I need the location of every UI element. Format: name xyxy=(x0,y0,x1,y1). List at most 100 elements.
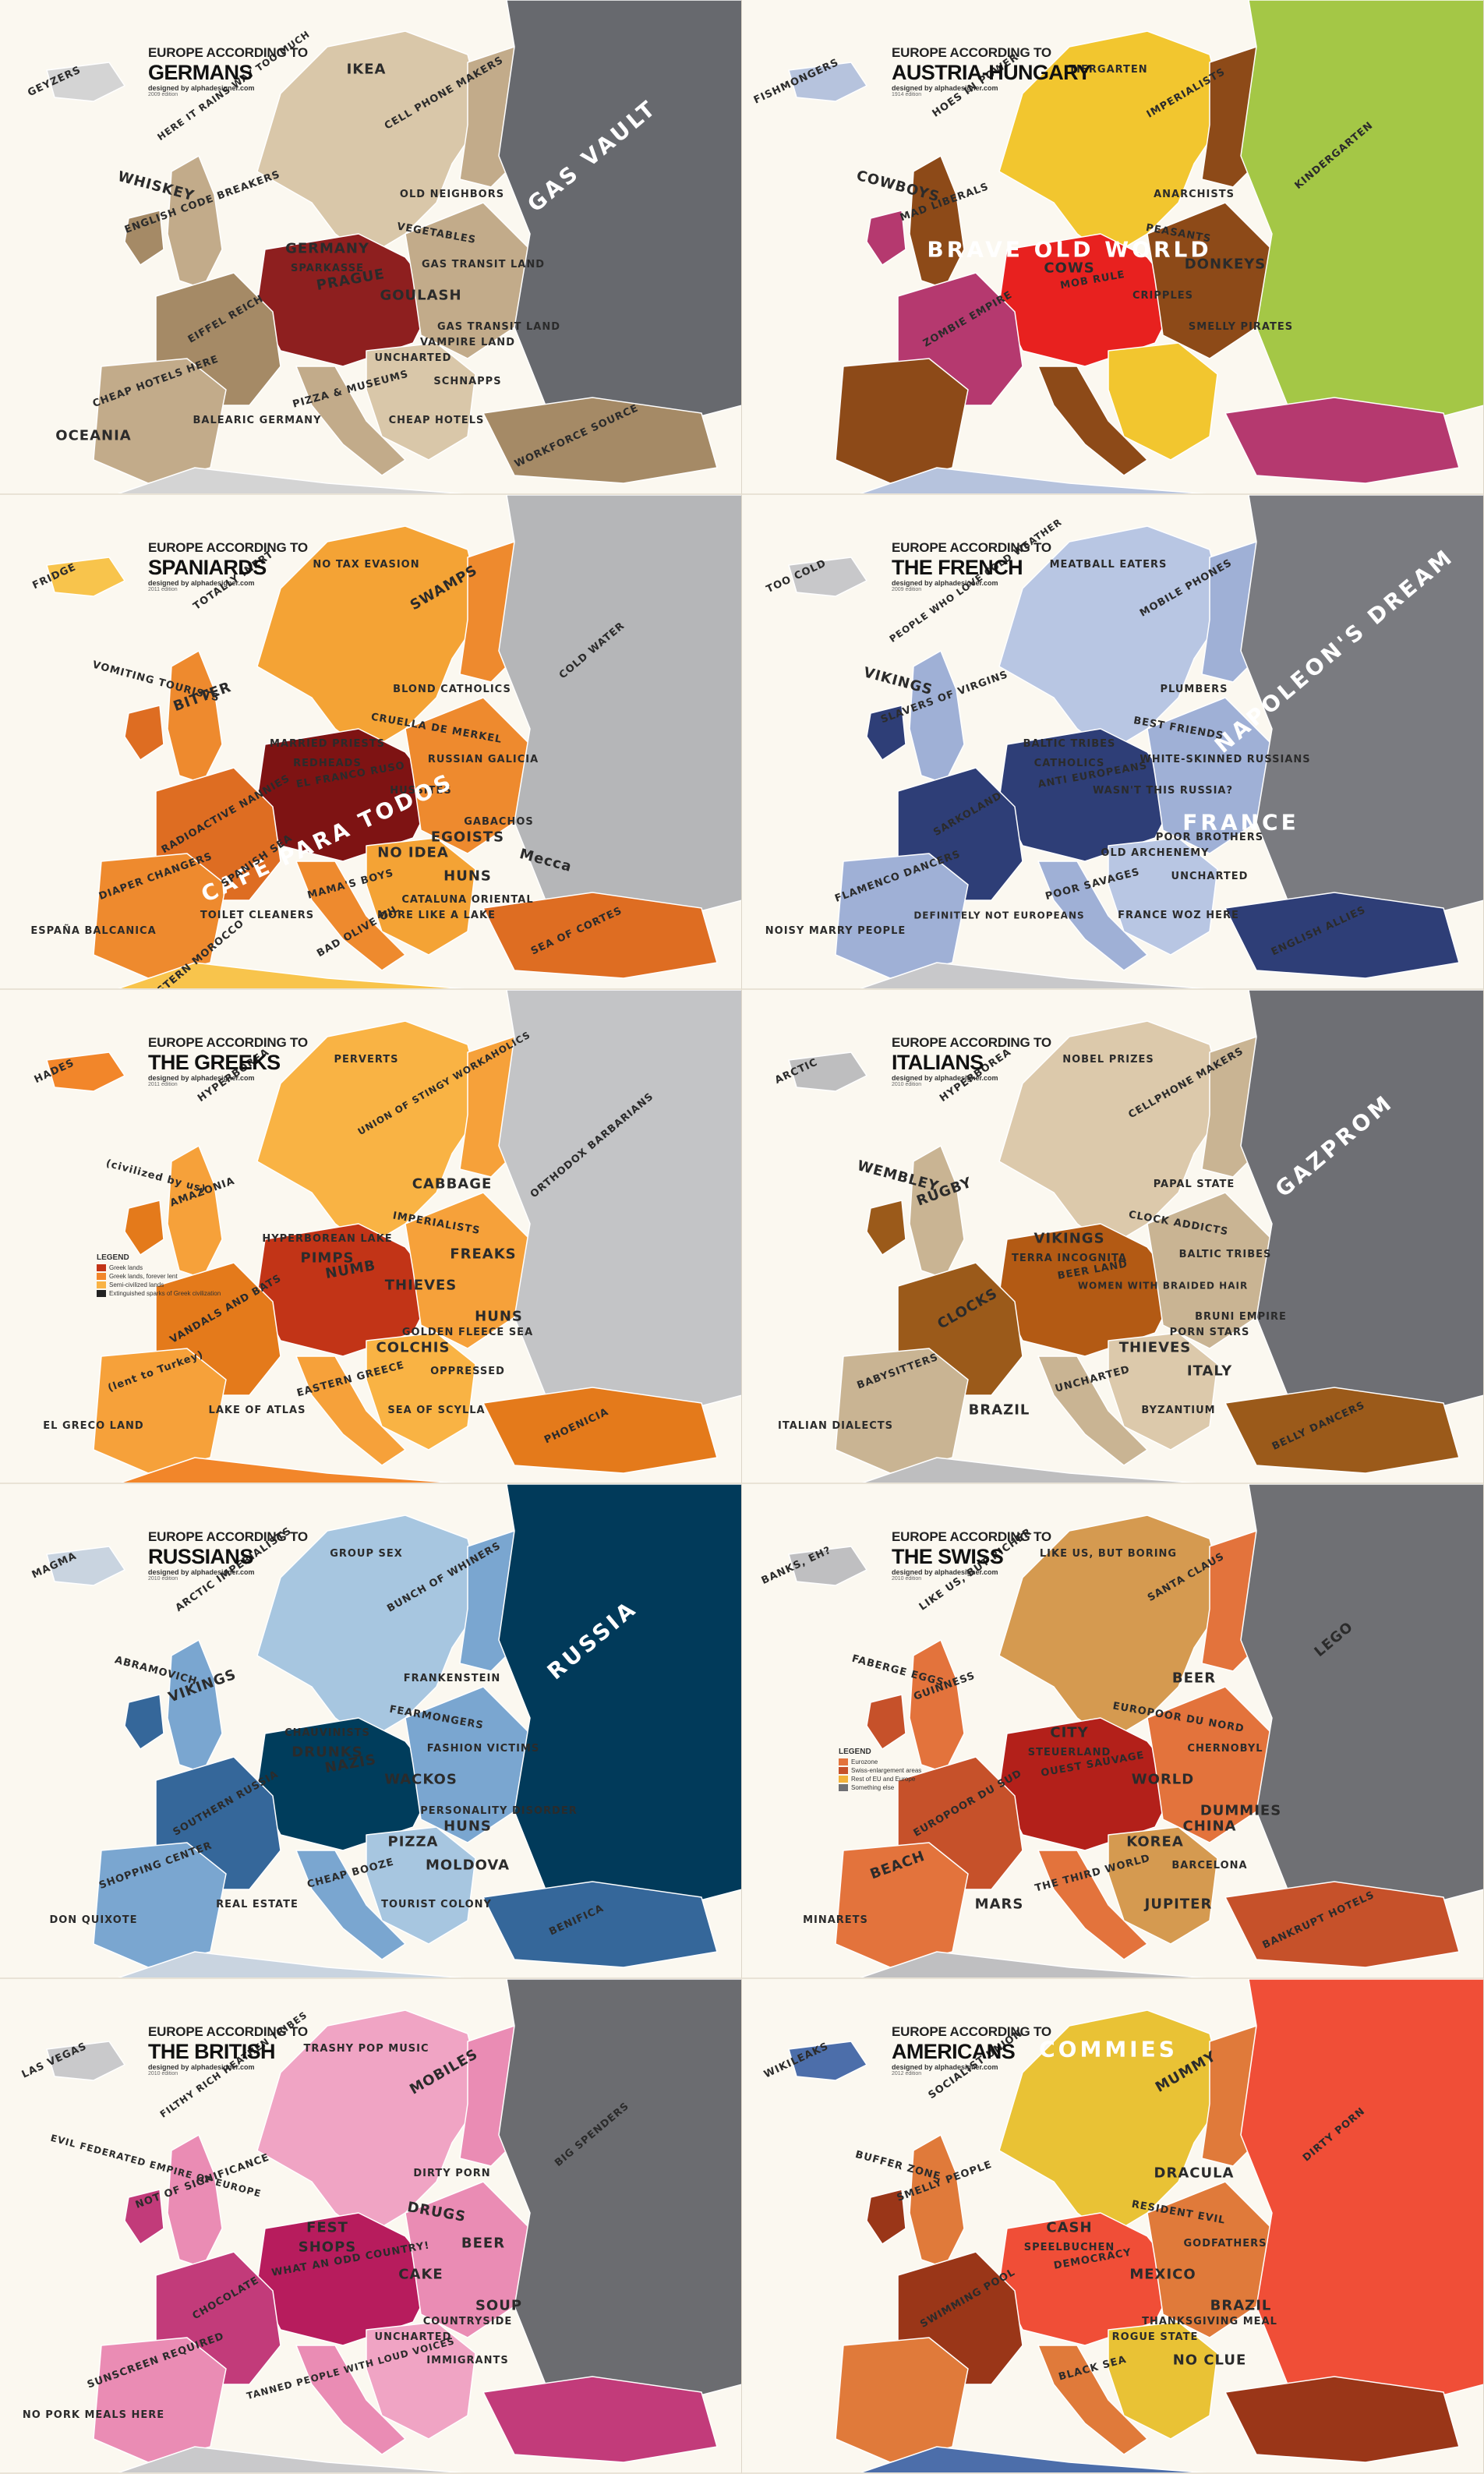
region-turkey xyxy=(1224,1386,1460,1474)
map-title-by: designed by alphadesigner.com xyxy=(892,2063,998,2072)
map-title-edition: 1914 edition xyxy=(892,92,922,97)
map-label: CATALUNA ORIENTAL xyxy=(401,893,534,906)
map-label: FRANCE WOZ HERE xyxy=(1118,909,1239,921)
region-eastmid xyxy=(405,2181,531,2338)
legend-item-label: Something else xyxy=(851,1784,895,1792)
region-ireland xyxy=(866,1694,906,1751)
map-title-edition: 2011 edition xyxy=(148,586,178,592)
map-title-by: designed by alphadesigner.com xyxy=(892,1568,998,1577)
region-turkey xyxy=(1224,397,1460,484)
map-title-sup: EUROPE ACCORDING TO xyxy=(892,45,1051,60)
map-title-edition: 2010 edition xyxy=(892,1576,922,1582)
europe-map-italians xyxy=(742,989,1483,1483)
map-title-main: THE BRITISH xyxy=(148,2040,276,2064)
map-label: DRUNKS xyxy=(292,1744,363,1761)
region-balkans xyxy=(366,342,476,461)
map-label: VIKINGS xyxy=(1034,1230,1105,1247)
map-label: REAL ESTATE xyxy=(216,1899,299,1911)
region-iceland xyxy=(788,557,867,597)
map-label: OLD ARCHENEMY xyxy=(1101,846,1210,859)
map-label: CITY xyxy=(1050,1724,1089,1741)
region-africa xyxy=(860,962,1206,988)
map-label: ANARCHISTS xyxy=(1154,189,1235,201)
map-label: BEER xyxy=(1171,1670,1217,1687)
map-label: MARS xyxy=(974,1896,1024,1913)
region-africa xyxy=(860,1951,1206,1978)
europe-map-spaniards xyxy=(0,494,741,988)
map-title-by: designed by alphadesigner.com xyxy=(148,1073,255,1082)
region-turkey xyxy=(482,1881,718,1969)
map-label: WHITE-SKINNED RUSSIANS xyxy=(1140,753,1311,765)
region-italy xyxy=(295,1850,406,1961)
map-label: PERSONALITY DISORDER xyxy=(420,1805,578,1818)
map-title-main: AUSTRIA-HUNGARY xyxy=(892,61,1091,84)
region-italy xyxy=(1037,1850,1148,1961)
region-iceland xyxy=(788,2041,867,2081)
region-britain xyxy=(909,155,965,289)
map-label: FASHION VICTIMS xyxy=(426,1743,540,1755)
region-balkans xyxy=(366,1826,476,1946)
region-east xyxy=(1240,1979,1483,2416)
region-africa xyxy=(118,1951,464,1978)
map-title-sup: EUROPE ACCORDING TO xyxy=(148,539,308,555)
region-scandinavia xyxy=(998,1514,1226,1743)
map-label: NOBEL PRIZES xyxy=(1062,1053,1154,1066)
legend-item-label: Semi-civilized lands xyxy=(109,1281,164,1288)
region-iceland xyxy=(46,557,125,597)
region-africa xyxy=(118,2446,464,2472)
map-label: UNCHARTED xyxy=(374,352,452,365)
region-iceland xyxy=(46,1546,125,1587)
region-scandinavia xyxy=(998,2009,1226,2237)
region-turkey xyxy=(482,1386,718,1474)
map-label: TERRA INCOGNITA xyxy=(1012,1252,1127,1264)
region-east xyxy=(498,989,741,1427)
map-label: COMMIES xyxy=(1039,2036,1178,2062)
map-label: BRAZIL xyxy=(1210,2297,1272,2314)
map-panel-swiss: EUROPE ACCORDING TO THE SWISS designed by … xyxy=(742,1484,1484,1980)
map-label: COWS xyxy=(1044,260,1095,277)
region-iceland xyxy=(46,62,125,102)
region-turkey xyxy=(482,892,718,979)
region-iceland xyxy=(788,1051,867,1092)
map-label: FEST xyxy=(306,2219,348,2236)
region-scandinavia xyxy=(998,30,1226,258)
map-title-by: designed by alphadesigner.com xyxy=(148,1568,255,1577)
map-label: PAPAL STATE xyxy=(1153,1178,1235,1190)
map-panel-french: EUROPE ACCORDING TO THE FRENCH designed by… xyxy=(742,494,1484,990)
map-label: OLD NEIGHBORS xyxy=(399,189,505,201)
map-title-edition: 2010 edition xyxy=(148,2071,178,2077)
region-africa xyxy=(118,962,464,988)
region-ireland xyxy=(124,2189,164,2245)
map-label: GAS TRANSIT LAND xyxy=(421,259,546,271)
map-title-sup: EUROPE ACCORDING TO xyxy=(892,1529,1051,1545)
map-label: GAS TRANSIT LAND xyxy=(436,321,561,334)
region-east xyxy=(1240,989,1483,1427)
map-label: CABBAGE xyxy=(412,1175,493,1193)
map-label: IMMIGRANTS xyxy=(426,2355,509,2367)
map-title-edition: 2010 edition xyxy=(148,1576,178,1582)
europe-map-greeks xyxy=(0,989,741,1483)
map-label: NO PORK MEALS HERE xyxy=(22,2409,165,2422)
map-title-block: EUROPE ACCORDING TO THE SWISS designed by … xyxy=(892,1529,1051,1582)
region-balkans xyxy=(366,837,476,956)
region-italy xyxy=(1037,1355,1148,1466)
map-label: WACKOS xyxy=(384,1771,458,1788)
map-title-main: RUSSIANS xyxy=(148,1545,253,1569)
map-title-by: designed by alphadesigner.com xyxy=(892,578,998,587)
map-title-sup: EUROPE ACCORDING TO xyxy=(892,2024,1051,2040)
region-eastmid xyxy=(1147,202,1273,359)
region-ireland xyxy=(866,705,906,761)
legend-item-label: Rest of EU and Europe xyxy=(851,1776,916,1783)
map-label: TIERGARTEN xyxy=(1069,64,1148,76)
region-iberia xyxy=(93,358,227,484)
legend-swatch xyxy=(839,1784,848,1792)
map-label: BEER xyxy=(461,2235,506,2252)
map-label: SCHNAPPS xyxy=(433,376,502,388)
map-label: HUNS xyxy=(475,1308,523,1325)
map-label: PORN STARS xyxy=(1169,1326,1250,1338)
map-label: NO CLUE xyxy=(1172,2352,1247,2369)
map-panel-germans: EUROPE ACCORDING TO GERMANS designed by al… xyxy=(0,0,742,495)
map-panel-spaniards: EUROPE ACCORDING TO SPANIARDS designed by … xyxy=(0,494,742,990)
map-label: GABACHOS xyxy=(464,815,534,828)
map-label: NO IDEA xyxy=(377,844,449,861)
